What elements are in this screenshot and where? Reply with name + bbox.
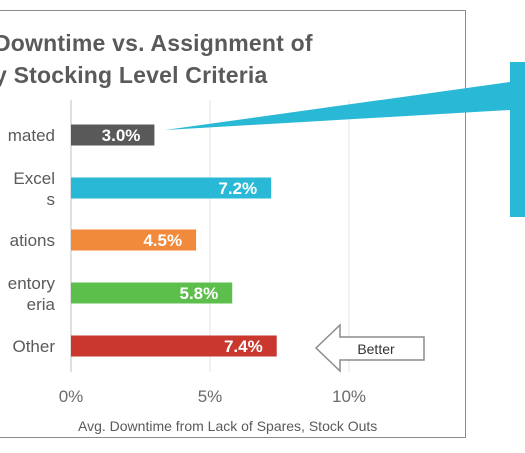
better-arrow-icon <box>314 323 425 373</box>
callout-box <box>510 62 525 217</box>
x-tick-label: 0% <box>59 387 84 406</box>
category-label: entory <box>8 274 56 293</box>
bar-value-label: 7.4% <box>224 337 263 356</box>
category-label: Excel <box>13 169 55 188</box>
better-label: Better <box>357 341 395 357</box>
chart-title-line-2: y Stocking Level Criteria <box>0 62 268 88</box>
category-label: eria <box>27 295 56 314</box>
bar <box>71 229 197 251</box>
chart-frame <box>0 10 466 438</box>
category-label: s <box>47 190 56 209</box>
category-label: Other <box>12 337 55 356</box>
bar <box>71 177 272 199</box>
x-axis-title: Avg. Downtime from Lack of Spares, Stock… <box>78 418 377 434</box>
callout-pointer <box>165 82 510 130</box>
category-label: mated <box>8 126 55 145</box>
chart-title-line-1: Downtime vs. Assignment of <box>0 30 313 56</box>
bar-value-label: 4.5% <box>143 231 182 250</box>
x-tick-label: 10% <box>332 387 366 406</box>
bar <box>71 335 277 357</box>
bar <box>71 124 155 146</box>
bar-value-label: 3.0% <box>102 126 141 145</box>
bar-value-label: 5.8% <box>179 284 218 303</box>
bar <box>71 282 233 304</box>
x-tick-label: 5% <box>198 387 223 406</box>
category-label: ations <box>10 231 55 250</box>
bar-value-label: 7.2% <box>218 179 257 198</box>
